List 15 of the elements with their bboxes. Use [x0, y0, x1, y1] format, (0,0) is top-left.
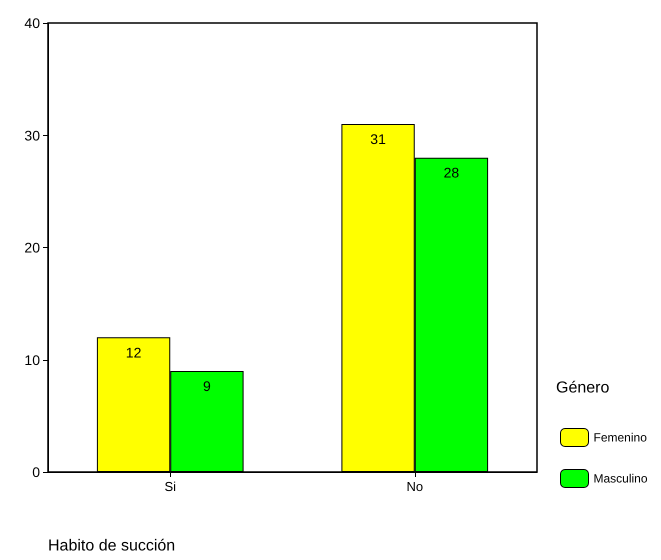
- data-label: 12: [126, 344, 142, 360]
- legend-title: Género: [556, 380, 610, 396]
- legend-label: Femenino: [594, 430, 648, 444]
- x-tick-label: No: [406, 479, 424, 494]
- y-tick-label: 30: [24, 127, 40, 144]
- data-label: 31: [370, 131, 386, 148]
- y-tick-label: 20: [24, 240, 40, 256]
- data-label: 9: [203, 378, 212, 394]
- y-tick-label: 10: [24, 352, 40, 368]
- legend-label: Masculino: [594, 472, 648, 486]
- data-label: 28: [444, 164, 460, 181]
- y-tick-label: 40: [24, 15, 40, 31]
- y-tick-label: 0: [32, 464, 40, 480]
- x-axis-title: Habito de succión: [48, 538, 176, 554]
- x-tick-label: Si: [164, 479, 176, 494]
